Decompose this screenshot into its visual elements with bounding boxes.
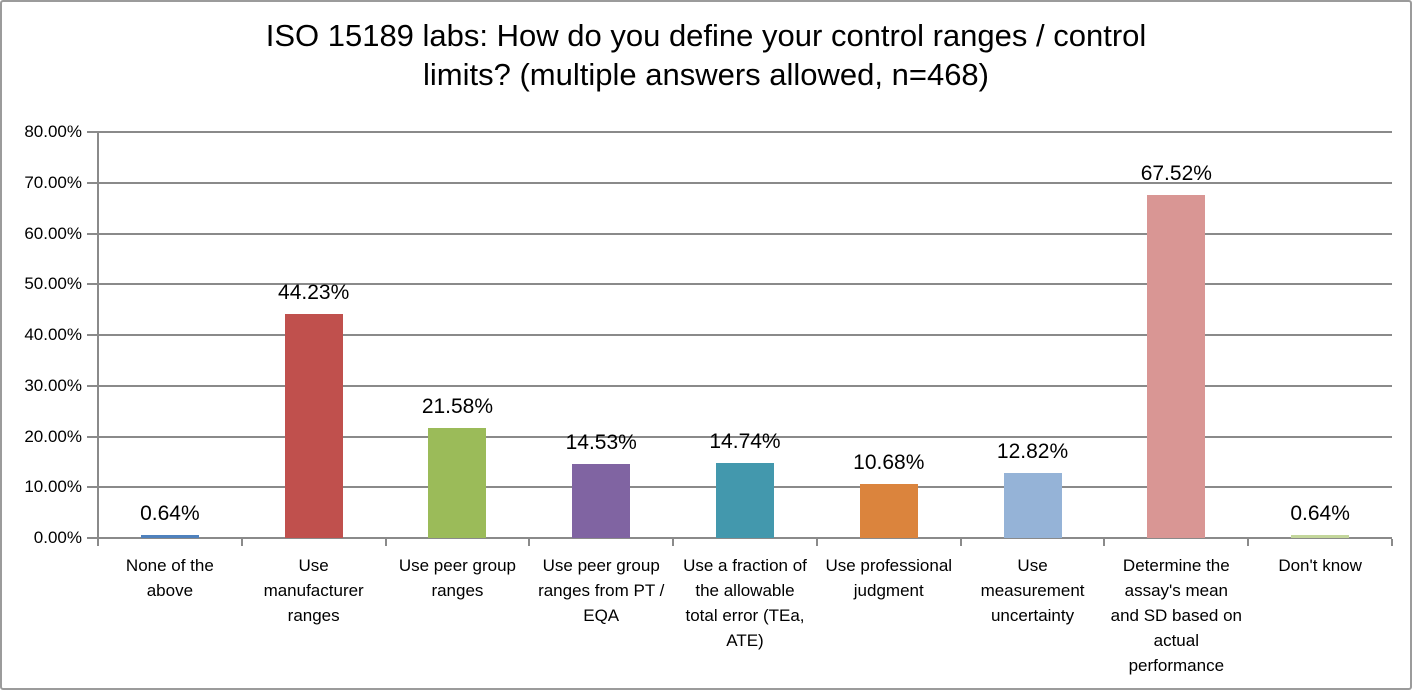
data-label: 0.64% [1290, 501, 1350, 525]
x-tick [240, 539, 243, 546]
data-label: 44.23% [278, 280, 350, 304]
data-label: 10.68% [853, 450, 925, 474]
bar-9 [1291, 534, 1350, 538]
y-tick [87, 283, 98, 286]
y-axis-tick-label: 50.00% [24, 274, 82, 294]
data-label: 21.58% [421, 395, 494, 419]
x-axis-category-label: Use peer group ranges [398, 556, 517, 600]
bar-4 [572, 464, 631, 538]
y-tick [87, 537, 98, 539]
y-axis-tick-label: 0.00% [33, 528, 82, 547]
x-tick [815, 539, 818, 546]
y-tick [87, 384, 98, 387]
y-tick [87, 435, 98, 438]
x-axis-category-label: Don't know [1278, 556, 1362, 575]
gridline [98, 283, 1392, 286]
bar-1 [140, 534, 199, 538]
x-tick [97, 539, 99, 546]
data-label: 14.74% [709, 430, 781, 454]
y-axis-line [97, 132, 99, 546]
x-tick [1391, 539, 1393, 546]
y-axis-tick-label: 40.00% [24, 325, 82, 344]
data-label: 14.53% [565, 431, 637, 455]
x-axis-category-label: Use professional judgment [825, 556, 953, 600]
y-axis-tick-label: 60.00% [24, 223, 82, 243]
y-tick [87, 486, 98, 489]
gridline [98, 181, 1392, 184]
y-axis-tick-label: 70.00% [24, 172, 82, 192]
y-axis-tick-label: 30.00% [24, 375, 82, 395]
gridline [98, 435, 1392, 438]
y-tick [87, 181, 98, 184]
x-axis-category-label: Use a fraction of the allowable total er… [683, 556, 807, 650]
x-axis-line [97, 537, 1392, 539]
x-tick [384, 539, 387, 546]
gridline [98, 384, 1392, 387]
x-tick [672, 539, 675, 546]
x-tick [1103, 539, 1106, 546]
gridline [98, 131, 1392, 133]
x-axis-category-label: Use measurement uncertainty [980, 556, 1085, 625]
bar-8 [1147, 195, 1206, 538]
chart-title: ISO 15189 labs: How do you define your c… [265, 18, 1147, 92]
x-axis-category-label: Use peer group ranges from PT / EQA [538, 556, 665, 625]
data-label: 67.52% [1140, 162, 1212, 186]
x-axis-category-label: Determine the assay's mean and SD based … [1110, 556, 1243, 675]
y-axis-tick-label: 80.00% [24, 122, 82, 141]
y-tick [87, 334, 98, 336]
x-tick [959, 539, 962, 546]
gridline [98, 232, 1392, 235]
y-tick [87, 232, 98, 235]
data-label: 0.64% [140, 501, 200, 525]
x-axis-category-label: None of the above [125, 556, 214, 600]
x-tick [1247, 539, 1250, 546]
x-tick [528, 539, 531, 546]
y-tick [87, 131, 98, 133]
data-label: 12.82% [996, 439, 1069, 463]
bar-2 [284, 313, 343, 538]
gridline [98, 334, 1392, 336]
bar-3 [428, 428, 487, 538]
bar-5 [716, 463, 774, 538]
bar-7 [1003, 472, 1062, 538]
x-axis-category-label: Use manufacturer ranges [263, 556, 364, 625]
y-axis-tick-label: 10.00% [24, 477, 82, 497]
bar-6 [859, 483, 918, 538]
y-axis-tick-label: 20.00% [24, 426, 82, 446]
